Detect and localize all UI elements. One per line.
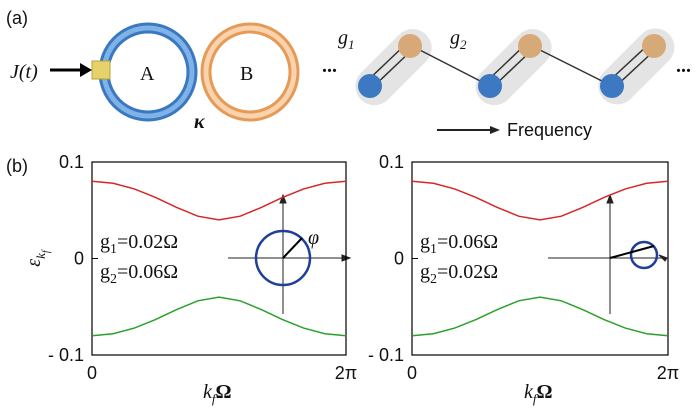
y-tick-label: 0.1 — [379, 152, 404, 172]
y-axis-label: εkf — [23, 249, 52, 267]
annotation-tail: =0.02Ω — [437, 261, 498, 283]
curve — [91, 180, 347, 221]
x-label-main: k — [203, 381, 213, 403]
annotation-tail: =0.06Ω — [117, 261, 178, 283]
ring-label: B — [240, 63, 253, 85]
annotation-sub: 1 — [430, 242, 437, 257]
annotation: g1=0.06Ω — [420, 231, 498, 257]
ring-diagram — [50, 22, 300, 122]
panel-label: (b) — [6, 156, 28, 176]
annotation-main: g — [420, 261, 430, 283]
angle-label: φ — [308, 227, 319, 249]
ellipsis: ... — [322, 55, 337, 77]
annotation-sub: 2 — [110, 272, 117, 287]
y-tick-label: 0.1 — [59, 152, 84, 172]
drive-label: J(t) — [10, 61, 38, 83]
y-label: εkf — [23, 249, 52, 267]
annotation: g2=0.02Ω — [420, 261, 498, 287]
annotation-sub: 1 — [110, 242, 117, 257]
annotation-main: g — [100, 231, 110, 253]
y-label-subsub: f — [41, 249, 52, 253]
x-tick-label: 0 — [407, 363, 417, 383]
y-label-sub: k — [33, 253, 48, 259]
x-label-tail: Ω — [216, 381, 232, 403]
chain-diagram — [355, 28, 675, 134]
ellipsis: ... — [676, 55, 691, 77]
annotation-main: g — [100, 261, 110, 283]
y-tick-label: - 0.1 — [48, 345, 84, 365]
x-label-sub: f — [212, 391, 218, 406]
x-tick-label: 0 — [87, 363, 97, 383]
coupling-label: κ — [194, 111, 205, 133]
annotation-tail: =0.02Ω — [117, 231, 178, 253]
panel-label: (a) — [6, 8, 28, 28]
annotation-main: g — [420, 231, 430, 253]
hop-label: g2 — [450, 27, 467, 52]
annotation-sub: 2 — [430, 272, 437, 287]
y-tick-label: 0 — [394, 249, 404, 269]
x-label-sub: f — [533, 391, 539, 406]
frequency-label: Frequency — [507, 120, 592, 140]
ring-label: A — [140, 63, 155, 85]
y-tick-label: 0 — [74, 249, 84, 269]
x-tick-label: 2π — [657, 363, 679, 383]
annotation-tail: =0.06Ω — [437, 231, 498, 253]
x-axis-label: kfΩ — [203, 381, 232, 406]
curve — [411, 180, 669, 221]
hop-label: g1 — [338, 27, 355, 52]
x-axis-label: kfΩ — [524, 381, 553, 406]
curve — [411, 296, 669, 337]
phasor-inset — [228, 193, 668, 314]
annotation: g1=0.02Ω — [100, 231, 178, 257]
y-label-main: ε — [23, 259, 45, 267]
annotation: g2=0.06Ω — [100, 261, 178, 287]
y-tick-label: - 0.1 — [368, 345, 404, 365]
x-label-main: k — [524, 381, 534, 403]
curve — [91, 296, 347, 337]
x-label-tail: Ω — [537, 381, 553, 403]
x-tick-label: 2π — [335, 363, 357, 383]
